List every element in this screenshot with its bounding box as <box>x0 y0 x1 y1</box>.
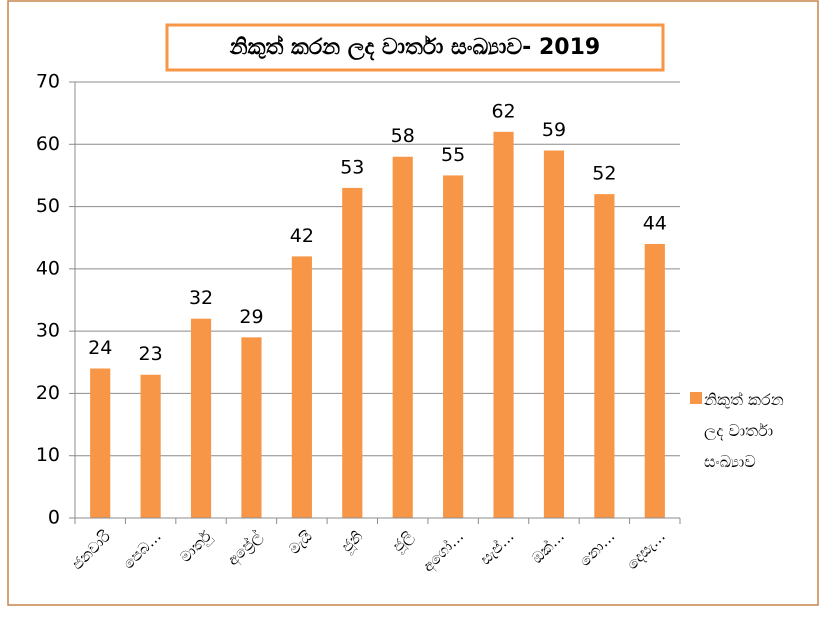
bar <box>342 187 363 518</box>
data-label: 29 <box>239 306 263 328</box>
data-label: 23 <box>139 343 163 365</box>
y-tick-label: 30 <box>36 320 60 342</box>
data-label: 44 <box>643 212 667 234</box>
data-label: 52 <box>592 163 616 185</box>
bar <box>443 175 464 518</box>
title-box <box>165 23 665 72</box>
bar <box>291 256 312 518</box>
y-tick-label: 40 <box>36 257 60 279</box>
legend-label: නිකුත් කරන ලද වාර්තා සංඛ්‍යාව <box>704 390 784 471</box>
y-tick-label: 50 <box>36 195 60 217</box>
legend-box: නිකුත් කරන ලද වාර්තා සංඛ්‍යාව <box>704 390 784 471</box>
bar <box>140 374 161 518</box>
data-label: 59 <box>542 119 566 141</box>
bar <box>543 150 565 518</box>
data-label: 24 <box>88 337 112 359</box>
bar <box>594 194 615 518</box>
bar <box>90 368 111 518</box>
y-tick-label: 20 <box>36 382 60 404</box>
bar <box>190 318 212 518</box>
chart-frame <box>7 0 819 606</box>
legend-swatch <box>690 392 702 404</box>
bar <box>392 156 413 518</box>
bar <box>493 131 514 519</box>
bar <box>241 337 262 518</box>
data-label: 53 <box>340 156 364 178</box>
chart-title: නිකුත් කරන ලද වාර්තා සංඛ්‍යාව- 2019 <box>229 34 600 61</box>
data-label: 62 <box>491 100 515 122</box>
data-label: 55 <box>441 144 465 166</box>
data-label: 42 <box>290 225 314 247</box>
y-tick-label: 0 <box>48 507 60 529</box>
data-label: 32 <box>189 287 213 309</box>
y-tick-label: 60 <box>36 133 60 155</box>
y-tick-label: 10 <box>36 444 60 466</box>
bar <box>644 243 665 518</box>
y-tick-label: 70 <box>36 71 60 93</box>
data-label: 58 <box>391 125 415 147</box>
